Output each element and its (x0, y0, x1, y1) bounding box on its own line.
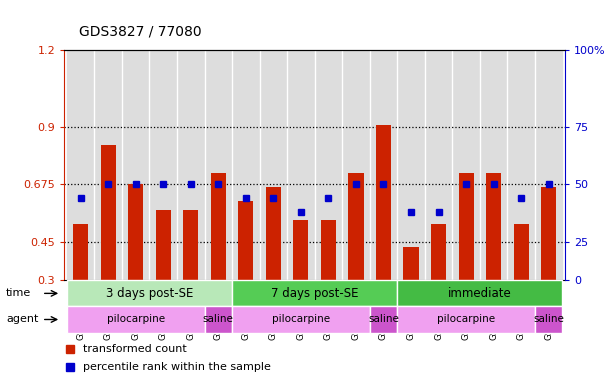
Bar (397, 306, 535, 333)
Text: agent: agent (6, 314, 38, 324)
Bar (73, 224, 88, 280)
Text: saline: saline (533, 314, 564, 324)
Bar (342, 50, 370, 280)
Bar (397, 50, 425, 280)
Bar (321, 220, 336, 280)
Text: 3 days post-SE: 3 days post-SE (106, 287, 193, 300)
Bar (205, 306, 232, 333)
Text: GDS3827 / 77080: GDS3827 / 77080 (79, 25, 202, 38)
Bar (486, 173, 501, 280)
Bar (535, 306, 562, 333)
Text: 7 days post-SE: 7 days post-SE (271, 287, 359, 300)
Bar (370, 50, 397, 280)
Bar (293, 220, 309, 280)
Text: saline: saline (203, 314, 234, 324)
Text: saline: saline (368, 314, 399, 324)
Bar (315, 50, 342, 280)
Bar (238, 201, 254, 280)
Bar (128, 184, 144, 280)
Bar (431, 224, 446, 280)
Text: pilocarpine: pilocarpine (272, 314, 330, 324)
Bar (425, 50, 452, 280)
Bar (260, 50, 287, 280)
Bar (101, 145, 115, 280)
Bar (232, 280, 397, 306)
Bar (205, 50, 232, 280)
Bar (67, 280, 232, 306)
Bar (150, 50, 177, 280)
Bar (232, 50, 260, 280)
Bar (211, 173, 226, 280)
Text: pilocarpine: pilocarpine (107, 314, 165, 324)
Bar (514, 224, 529, 280)
Bar (232, 306, 370, 333)
Bar (266, 187, 281, 280)
Bar (458, 173, 474, 280)
Text: immediate: immediate (448, 287, 511, 300)
Text: transformed count: transformed count (83, 344, 187, 354)
Bar (67, 306, 205, 333)
Bar (397, 280, 562, 306)
Bar (67, 50, 95, 280)
Text: time: time (6, 288, 31, 298)
Bar (535, 50, 562, 280)
Bar (370, 306, 397, 333)
Text: pilocarpine: pilocarpine (437, 314, 495, 324)
Bar (541, 187, 556, 280)
Bar (376, 126, 391, 280)
Bar (287, 50, 315, 280)
Bar (480, 50, 507, 280)
Bar (183, 210, 199, 280)
Bar (95, 50, 122, 280)
Bar (452, 50, 480, 280)
Bar (348, 173, 364, 280)
Text: percentile rank within the sample: percentile rank within the sample (83, 362, 271, 372)
Bar (177, 50, 205, 280)
Bar (403, 247, 419, 280)
Bar (156, 210, 171, 280)
Bar (507, 50, 535, 280)
Bar (122, 50, 150, 280)
